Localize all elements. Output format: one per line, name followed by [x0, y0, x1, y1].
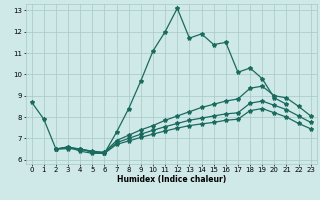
X-axis label: Humidex (Indice chaleur): Humidex (Indice chaleur) [116, 175, 226, 184]
